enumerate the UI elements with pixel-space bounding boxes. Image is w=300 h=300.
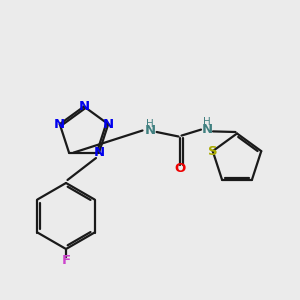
Text: O: O	[174, 161, 186, 175]
Text: N: N	[93, 146, 105, 159]
Text: N: N	[54, 118, 65, 130]
Text: N: N	[103, 118, 114, 130]
Text: H: H	[146, 119, 154, 129]
Text: F: F	[61, 254, 70, 268]
Text: N: N	[78, 100, 90, 113]
Text: N: N	[201, 122, 213, 136]
Text: S: S	[208, 145, 218, 158]
Text: H: H	[203, 117, 211, 128]
Text: N: N	[144, 124, 156, 137]
